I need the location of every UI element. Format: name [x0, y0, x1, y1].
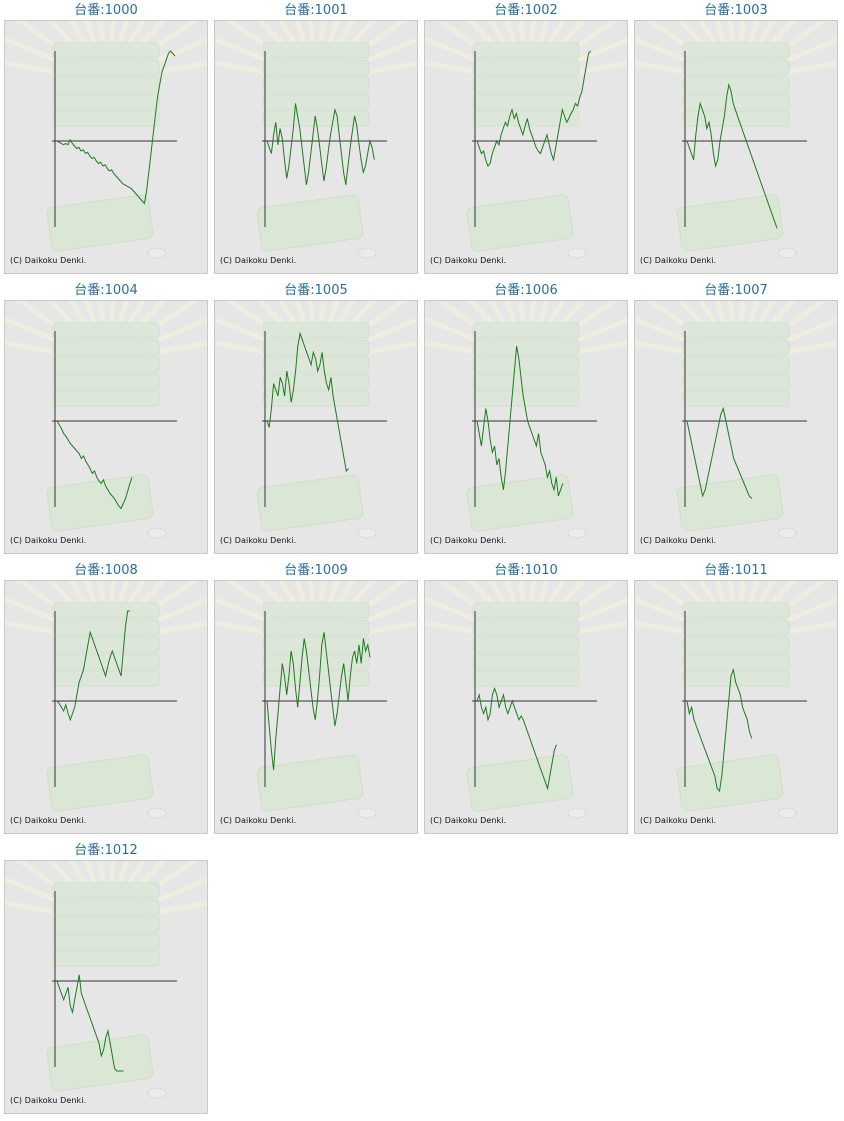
data-line	[266, 103, 375, 185]
chart-title[interactable]: 台番:1004	[74, 283, 138, 298]
data-line	[266, 331, 349, 473]
copyright-notice: (C) Daikoku Denki.	[10, 536, 87, 545]
line-chart	[635, 21, 837, 259]
background-illustration	[635, 21, 837, 259]
line-chart	[5, 861, 207, 1099]
chart-frame[interactable]: (C) Daikoku Denki.	[634, 300, 838, 554]
background-illustration	[215, 581, 417, 819]
copyright-notice: (C) Daikoku Denki.	[10, 816, 87, 825]
copyright-notice: (C) Daikoku Denki.	[640, 536, 717, 545]
chart-title[interactable]: 台番:1007	[704, 283, 768, 298]
chart-frame[interactable]: (C) Daikoku Denki.	[4, 580, 208, 834]
data-line	[56, 420, 133, 510]
chart-title[interactable]: 台番:1011	[704, 563, 768, 578]
background-illustration	[635, 581, 837, 819]
chart-title[interactable]: 台番:1008	[74, 563, 138, 578]
chart-frame[interactable]: (C) Daikoku Denki.	[4, 860, 208, 1114]
chart-cell: 台番:1005 (C) Daikoku Denki.	[214, 280, 418, 560]
data-line	[56, 610, 130, 722]
line-chart	[425, 21, 627, 259]
data-line	[476, 50, 592, 167]
line-chart	[425, 581, 627, 819]
chart-title[interactable]: 台番:1003	[704, 3, 768, 18]
data-line	[56, 974, 124, 1072]
chart-cell: 台番:1011 (C) Daikoku Denki.	[634, 560, 838, 840]
chart-cell: 台番:1004 (C) Daikoku Denki.	[4, 280, 208, 560]
line-chart	[215, 581, 417, 819]
copyright-notice: (C) Daikoku Denki.	[220, 816, 297, 825]
line-chart	[5, 21, 207, 259]
copyright-notice: (C) Daikoku Denki.	[640, 816, 717, 825]
chart-title[interactable]: 台番:1006	[494, 283, 558, 298]
chart-title[interactable]: 台番:1005	[284, 283, 348, 298]
background-illustration	[425, 581, 627, 819]
chart-frame[interactable]: (C) Daikoku Denki.	[634, 580, 838, 834]
chart-frame[interactable]: (C) Daikoku Denki.	[4, 20, 208, 274]
background-illustration	[5, 861, 207, 1099]
background-illustration	[215, 21, 417, 259]
chart-title[interactable]: 台番:1001	[284, 3, 348, 18]
background-illustration	[425, 21, 627, 259]
chart-frame[interactable]: (C) Daikoku Denki.	[424, 20, 628, 274]
line-chart	[635, 301, 837, 539]
chart-frame[interactable]: (C) Daikoku Denki.	[4, 300, 208, 554]
chart-cell: 台番:1000 (C) Daikoku Denki.	[4, 0, 208, 280]
background-illustration	[5, 21, 207, 259]
chart-title[interactable]: 台番:1002	[494, 3, 558, 18]
chart-frame[interactable]: (C) Daikoku Denki.	[424, 300, 628, 554]
data-line	[686, 406, 753, 499]
chart-title[interactable]: 台番:1000	[74, 3, 138, 18]
chart-title[interactable]: 台番:1010	[494, 563, 558, 578]
data-line	[476, 345, 564, 497]
data-line	[266, 632, 371, 770]
data-line	[476, 686, 557, 791]
copyright-notice: (C) Daikoku Denki.	[220, 536, 297, 545]
line-chart	[5, 301, 207, 539]
chart-cell: 台番:1009 (C) Daikoku Denki.	[214, 560, 418, 840]
chart-cell: 台番:1002 (C) Daikoku Denki.	[424, 0, 628, 280]
background-illustration	[215, 301, 417, 539]
chart-title[interactable]: 台番:1012	[74, 843, 138, 858]
chart-cell: 台番:1010 (C) Daikoku Denki.	[424, 560, 628, 840]
chart-cell: 台番:1003 (C) Daikoku Denki.	[634, 0, 838, 280]
data-line	[56, 50, 176, 205]
chart-frame[interactable]: (C) Daikoku Denki.	[424, 580, 628, 834]
line-chart	[425, 301, 627, 539]
chart-title[interactable]: 台番:1009	[284, 563, 348, 578]
background-illustration	[425, 301, 627, 539]
chart-cell: 台番:1006 (C) Daikoku Denki.	[424, 280, 628, 560]
background-illustration	[635, 301, 837, 539]
copyright-notice: (C) Daikoku Denki.	[430, 816, 507, 825]
background-illustration	[5, 581, 207, 819]
copyright-notice: (C) Daikoku Denki.	[640, 256, 717, 265]
chart-cell: 台番:1008 (C) Daikoku Denki.	[4, 560, 208, 840]
chart-frame[interactable]: (C) Daikoku Denki.	[214, 20, 418, 274]
chart-cell: 台番:1007 (C) Daikoku Denki.	[634, 280, 838, 560]
data-line	[686, 82, 778, 229]
chart-frame[interactable]: (C) Daikoku Denki.	[214, 300, 418, 554]
chart-frame[interactable]: (C) Daikoku Denki.	[634, 20, 838, 274]
copyright-notice: (C) Daikoku Denki.	[10, 256, 87, 265]
copyright-notice: (C) Daikoku Denki.	[430, 256, 507, 265]
line-chart	[5, 581, 207, 819]
chart-cell: 台番:1012 (C) Daikoku Denki.	[4, 840, 208, 1120]
line-chart	[215, 21, 417, 259]
chart-cell: 台番:1001 (C) Daikoku Denki.	[214, 0, 418, 280]
copyright-notice: (C) Daikoku Denki.	[220, 256, 297, 265]
line-chart	[635, 581, 837, 819]
chart-frame[interactable]: (C) Daikoku Denki.	[214, 580, 418, 834]
copyright-notice: (C) Daikoku Denki.	[10, 1096, 87, 1105]
copyright-notice: (C) Daikoku Denki.	[430, 536, 507, 545]
data-line	[686, 667, 753, 793]
background-illustration	[5, 301, 207, 539]
line-chart	[215, 301, 417, 539]
